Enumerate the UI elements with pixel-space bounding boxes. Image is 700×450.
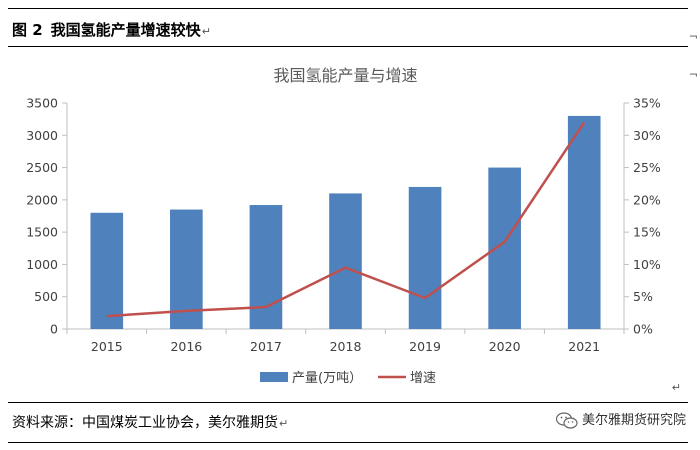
y-tick-label-right: 0%	[633, 322, 653, 337]
y-tick-label-left: 1000	[26, 257, 58, 272]
chart-title: 我国氢能产量与增速	[273, 66, 417, 85]
margin-mark: ¬	[688, 68, 698, 81]
y-tick-label-left: 0	[50, 322, 58, 337]
x-tick-label: 2020	[489, 339, 521, 354]
y-tick-label-right: 35%	[633, 96, 661, 111]
bar	[567, 115, 601, 329]
source-text: 中国煤炭工业协会，美尔雅期货	[82, 415, 278, 431]
paragraph-mark: ↵	[201, 25, 211, 38]
x-tick-label: 2019	[409, 339, 441, 354]
x-tick-label: 2015	[91, 339, 123, 354]
bottom-rule	[8, 442, 688, 443]
x-tick-label: 2018	[330, 339, 362, 354]
watermark: 美尔雅期货研究院	[555, 408, 686, 434]
y-tick-label-left: 500	[34, 289, 58, 304]
y-tick-label-left: 3000	[26, 128, 58, 143]
margin-mark: ¬	[688, 30, 698, 43]
y-tick-label-right: 30%	[633, 128, 661, 143]
paragraph-mark: ↵	[279, 417, 289, 430]
y-tick-label-right: 10%	[633, 257, 661, 272]
legend-swatch-bar	[260, 372, 288, 382]
x-tick-label: 2017	[250, 339, 282, 354]
x-tick-label: 2016	[170, 339, 202, 354]
header-rule	[8, 46, 688, 47]
legend-label-line: 增速	[410, 371, 436, 386]
figure-header: 图 2 我国氢能产量增速较快↵	[12, 18, 211, 42]
bar	[488, 167, 521, 329]
bar	[408, 186, 442, 329]
top-rule	[8, 8, 688, 9]
figure-number: 图 2	[12, 21, 43, 39]
y-tick-label-left: 3500	[26, 96, 58, 111]
figure-title: 我国氢能产量增速较快	[50, 21, 201, 39]
watermark-text: 美尔雅期货研究院	[581, 413, 686, 428]
chart: 我国氢能产量与增速 0 0% 500 5% 1000 10% 1500 15% 2000 20% 25…	[8, 52, 688, 392]
bar	[249, 205, 283, 329]
footer-top-rule	[8, 402, 688, 403]
chart-svg: 我国氢能产量与增速 0 0% 500 5% 1000 10% 1500 15% 2000 20% 25…	[26, 66, 681, 392]
bar	[170, 209, 203, 329]
y-tick-label-right: 20%	[633, 192, 661, 207]
legend-label-bar: 产量(万吨）	[292, 371, 362, 386]
growth-line	[106, 121, 586, 318]
source-label: 资料来源：	[12, 415, 82, 431]
bar	[90, 212, 124, 329]
y-tick-label-left: 2000	[26, 192, 58, 207]
y-tick-label-left: 1500	[26, 225, 58, 240]
bar	[329, 193, 362, 329]
paragraph-mark: ↵	[672, 381, 681, 392]
y-tick-label-right: 15%	[633, 225, 661, 240]
wechat-icon	[555, 412, 578, 429]
source-note: 资料来源：中国煤炭工业协会，美尔雅期货↵	[12, 410, 288, 436]
y-tick-label-left: 2500	[26, 160, 58, 175]
y-tick-label-right: 25%	[633, 160, 661, 175]
y-tick-label-right: 5%	[633, 289, 653, 304]
x-tick-label: 2021	[568, 339, 600, 354]
